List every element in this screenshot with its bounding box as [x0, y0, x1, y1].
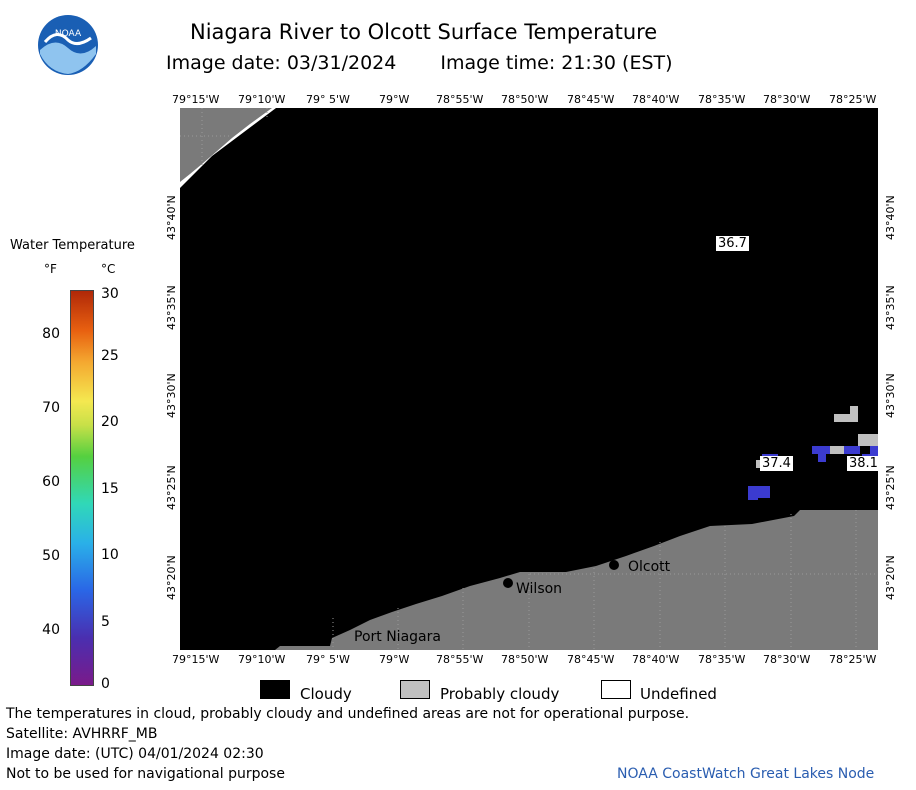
lon-label: 78°30'W: [763, 653, 811, 666]
lon-label: 78°40'W: [632, 653, 680, 666]
tick-c: 20: [101, 414, 119, 430]
temperature-reading: 37.4: [760, 456, 793, 471]
lat-label: 43°30'N: [884, 373, 897, 418]
lat-label: 43°20'N: [884, 555, 897, 600]
lon-label: 78°30'W: [763, 93, 811, 106]
lon-label: 78°25'W: [829, 93, 877, 106]
place-label-wilson: Wilson: [516, 581, 563, 597]
lat-label: 43°30'N: [165, 373, 178, 418]
lon-label: 78°45'W: [567, 653, 615, 666]
tick-f: 70: [42, 400, 60, 416]
credit-text: NOAA CoastWatch Great Lakes Node: [617, 766, 875, 782]
lon-label: 79°W: [379, 93, 410, 106]
lon-label: 79° 5'W: [306, 93, 350, 106]
probably-cloudy-label: Probably cloudy: [440, 685, 560, 703]
unit-fahrenheit: °F: [44, 262, 57, 276]
place-label-port-niagara: Port Niagara: [354, 629, 441, 645]
lon-label: 79°10'W: [238, 93, 286, 106]
lon-label: 78°25'W: [829, 653, 877, 666]
land-south: [275, 510, 878, 650]
lon-label: 78°50'W: [501, 653, 549, 666]
lat-label: 43°35'N: [884, 285, 897, 330]
tick-f: 60: [42, 474, 60, 490]
satellite-text: Satellite: AVHRRF_MB: [6, 726, 158, 742]
tick-f: 50: [42, 548, 60, 564]
tick-c: 10: [101, 547, 119, 563]
temperature-map: 36.7 37.4 38.1 Olcott Wilson Port Niagar…: [180, 108, 880, 650]
tick-c: 30: [101, 286, 119, 302]
lat-label: 43°20'N: [165, 555, 178, 600]
tick-f: 80: [42, 326, 60, 342]
temperature-reading: 38.1: [847, 456, 880, 471]
lat-label: 43°25'N: [165, 465, 178, 510]
tick-c: 25: [101, 348, 119, 364]
page-title: Niagara River to Olcott Surface Temperat…: [190, 20, 658, 44]
image-date-time: Image date: 03/31/2024 Image time: 21:30 …: [166, 52, 673, 74]
lon-label: 79°15'W: [172, 93, 220, 106]
undefined-swatch: [601, 680, 631, 699]
utc-date-text: Image date: (UTC) 04/01/2024 02:30: [6, 746, 264, 762]
lon-label: 79°10'W: [238, 653, 286, 666]
lon-label: 79° 5'W: [306, 653, 350, 666]
undefined-label: Undefined: [640, 685, 717, 703]
wilson-marker: [503, 578, 513, 588]
cloudy-swatch: [260, 680, 290, 699]
navigation-warning: Not to be used for navigational purpose: [6, 766, 285, 782]
lon-label: 78°55'W: [436, 653, 484, 666]
lat-label: 43°40'N: [884, 195, 897, 240]
svg-text:NOAA: NOAA: [55, 29, 82, 39]
lat-label: 43°35'N: [165, 285, 178, 330]
disclaimer-text: The temperatures in cloud, probably clou…: [6, 706, 690, 722]
lon-label: 78°45'W: [567, 93, 615, 106]
temperature-color-scale: [70, 290, 94, 686]
lon-label: 78°40'W: [632, 93, 680, 106]
land-nw: [180, 108, 272, 182]
tick-c: 0: [101, 676, 110, 692]
lat-label: 43°25'N: [884, 465, 897, 510]
lon-label: 78°35'W: [698, 93, 746, 106]
image-time: Image time: 21:30 (EST): [440, 52, 673, 74]
lat-label: 43°40'N: [165, 195, 178, 240]
legend-title: Water Temperature: [10, 238, 135, 253]
lon-label: 79°15'W: [172, 653, 220, 666]
image-date: Image date: 03/31/2024: [166, 52, 397, 74]
unit-celsius: °C: [101, 262, 116, 276]
tick-f: 40: [42, 622, 60, 638]
lon-label: 78°50'W: [501, 93, 549, 106]
place-label-olcott: Olcott: [628, 559, 671, 575]
cloudy-label: Cloudy: [300, 685, 352, 703]
lon-label: 79°W: [379, 653, 410, 666]
tick-c: 15: [101, 481, 119, 497]
olcott-marker: [609, 560, 619, 570]
lon-label: 78°55'W: [436, 93, 484, 106]
probably-cloudy-swatch: [400, 680, 430, 699]
lon-label: 78°35'W: [698, 653, 746, 666]
temperature-reading: 36.7: [716, 236, 749, 251]
noaa-logo-icon: NOAA: [37, 14, 99, 76]
tick-c: 5: [101, 614, 110, 630]
